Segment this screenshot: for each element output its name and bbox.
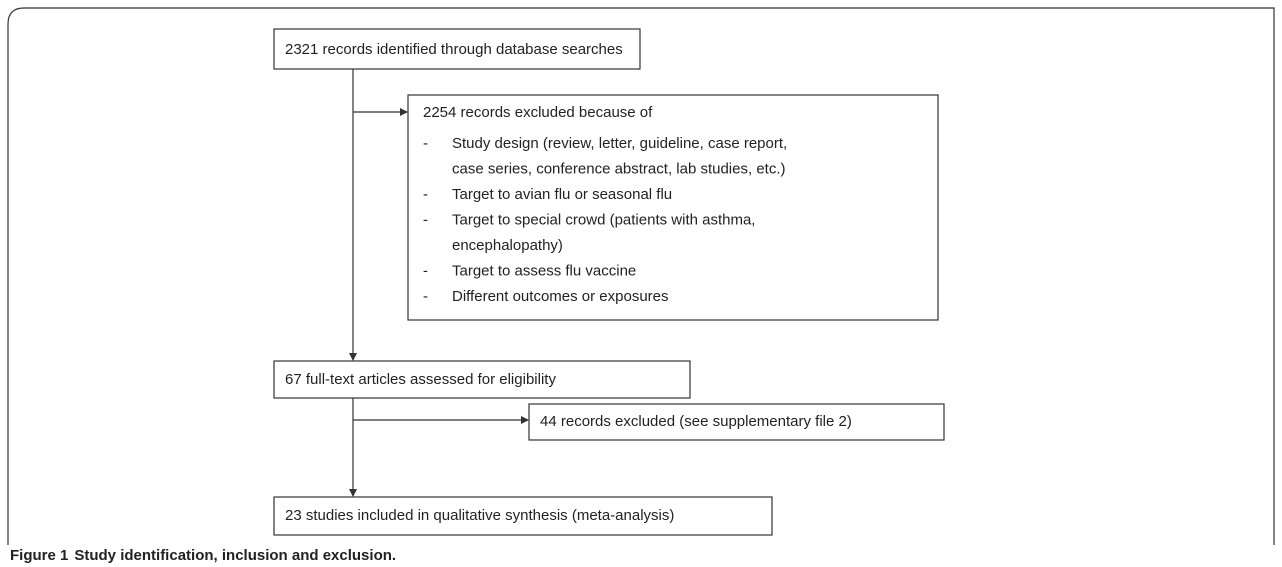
- exclusion-item: case series, conference abstract, lab st…: [452, 160, 786, 177]
- exclusion-item: Target to assess flu vaccine: [452, 262, 636, 279]
- node-text: 67 full-text articles assessed for eligi…: [285, 371, 556, 388]
- node-text: 23 studies included in qualitative synth…: [285, 507, 674, 524]
- exclusion-item: Target to special crowd (patients with a…: [452, 211, 755, 228]
- node-box: [273, 360, 691, 399]
- caption-label: Figure 1: [10, 547, 68, 564]
- exclusion-item: encephalopathy): [452, 237, 563, 254]
- exclusion-item: Study design (review, letter, guideline,…: [452, 135, 787, 152]
- node-text: 2321 records identified through database…: [285, 41, 623, 58]
- exclusion-item: Different outcomes or exposures: [452, 288, 669, 305]
- node-box: [273, 496, 773, 536]
- exclusion-title: 44 records excluded (see supplementary f…: [540, 413, 852, 430]
- bullet-dash: -: [423, 186, 428, 203]
- frame: [7, 7, 1275, 545]
- exclusion-box: [528, 403, 945, 441]
- bullet-dash: -: [423, 211, 428, 228]
- exclusion-title: 2254 records excluded because of: [423, 104, 653, 121]
- caption-text: Study identification, inclusion and excl…: [74, 547, 396, 564]
- caption: Figure 1 Study identification, inclusion …: [10, 547, 396, 564]
- bullet-dash: -: [423, 288, 428, 305]
- exclusion-box: [407, 94, 939, 321]
- bullet-dash: -: [423, 262, 428, 279]
- bullet-dash: -: [423, 135, 428, 152]
- node-box: [273, 28, 641, 70]
- exclusion-list: - Study design (review, letter, guideline…: [423, 135, 787, 305]
- exclusion-item: Target to avian flu or seasonal flu: [452, 186, 672, 203]
